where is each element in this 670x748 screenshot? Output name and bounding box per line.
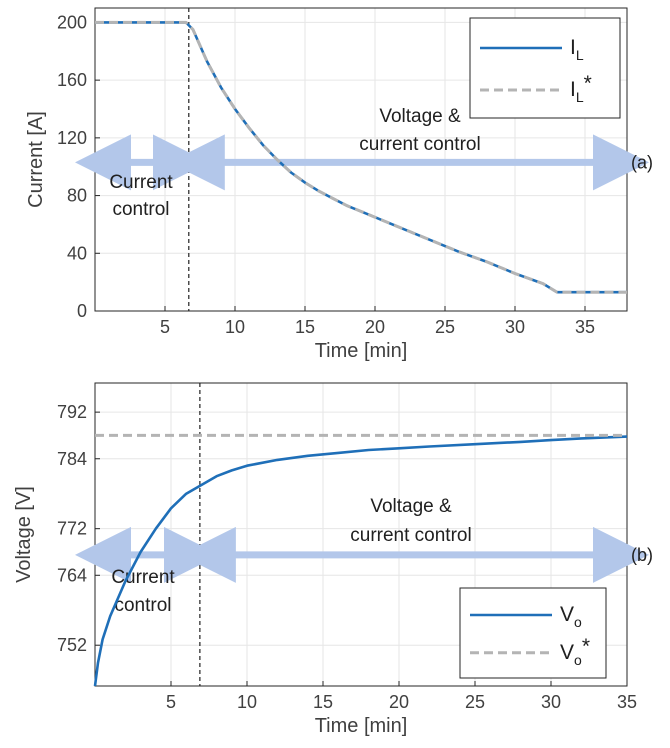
legend-label-subscript: L — [576, 47, 584, 63]
x-tick-label: 15 — [295, 317, 315, 337]
legend-label-subscript: L — [576, 89, 584, 105]
y-axis-label: Voltage [V] — [13, 486, 35, 583]
legend-label-superscript: * — [582, 635, 590, 658]
legend-label: IL* — [570, 72, 592, 105]
x-tick-label: 10 — [225, 317, 245, 337]
panel-label: (a) — [631, 152, 653, 172]
voltage-current-control-label: Voltage & — [379, 106, 461, 127]
y-axis-label: Current [A] — [25, 111, 47, 208]
current-control-label: Current — [109, 172, 173, 193]
y-tick-label: 0 — [77, 301, 87, 321]
y-tick-label: 792 — [57, 402, 87, 422]
x-tick-label: 20 — [365, 317, 385, 337]
y-tick-label: 40 — [67, 243, 87, 263]
legend-label-base: V — [560, 603, 574, 626]
x-tick-label: 30 — [505, 317, 525, 337]
x-tick-label: 5 — [160, 317, 170, 337]
x-axis-label: Time [min] — [315, 715, 408, 737]
y-tick-label: 784 — [57, 449, 87, 469]
y-tick-label: 80 — [67, 186, 87, 206]
x-tick-label: 10 — [237, 692, 257, 712]
legend-label-base: I — [570, 36, 576, 59]
legend-label-subscript: o — [574, 652, 582, 668]
y-tick-label: 120 — [57, 128, 87, 148]
voltage-current-control-label: current control — [350, 525, 471, 546]
voltage-current-control-label: current control — [359, 134, 480, 155]
x-tick-label: 20 — [389, 692, 409, 712]
legend-label-superscript: * — [584, 72, 592, 95]
voltage-current-control-label: Voltage & — [370, 496, 452, 517]
reference-series-line — [95, 20, 627, 294]
y-tick-label: 200 — [57, 12, 87, 32]
chart-panel-a: 5 10 15 20 25 30 35 0 40 80 120 160 200 Time [min] Cur… — [25, 7, 653, 362]
legend-label: IL — [570, 36, 584, 63]
chart-panel-b: 5 10 15 20 25 30 35 752 764 772 784 792 Time [min] Vo… — [13, 382, 653, 737]
legend-box — [469, 17, 621, 119]
legend-box — [459, 587, 607, 679]
x-tick-label: 5 — [166, 692, 176, 712]
x-tick-label: 25 — [435, 317, 455, 337]
x-tick-label: 35 — [575, 317, 595, 337]
x-axis-label: Time [min] — [315, 340, 408, 362]
panel-label: (b) — [631, 545, 653, 565]
legend-label-base: V — [560, 641, 574, 664]
current-control-label: Current — [111, 567, 175, 588]
y-tick-label: 160 — [57, 70, 87, 90]
x-tick-label: 30 — [541, 692, 561, 712]
legend-label: Vo* — [560, 635, 590, 668]
current-control-label: control — [114, 595, 171, 616]
legend-label-base: I — [570, 78, 576, 101]
x-tick-label: 35 — [617, 692, 637, 712]
legend-label-subscript: o — [574, 614, 582, 630]
legend-label: Vo — [560, 603, 582, 630]
measured-series-line — [93, 435, 628, 687]
x-tick-label: 25 — [465, 692, 485, 712]
y-tick-label: 764 — [57, 565, 87, 585]
x-tick-label: 15 — [313, 692, 333, 712]
current-control-label: control — [112, 199, 169, 220]
y-tick-label: 752 — [57, 635, 87, 655]
y-tick-label: 772 — [57, 519, 87, 539]
